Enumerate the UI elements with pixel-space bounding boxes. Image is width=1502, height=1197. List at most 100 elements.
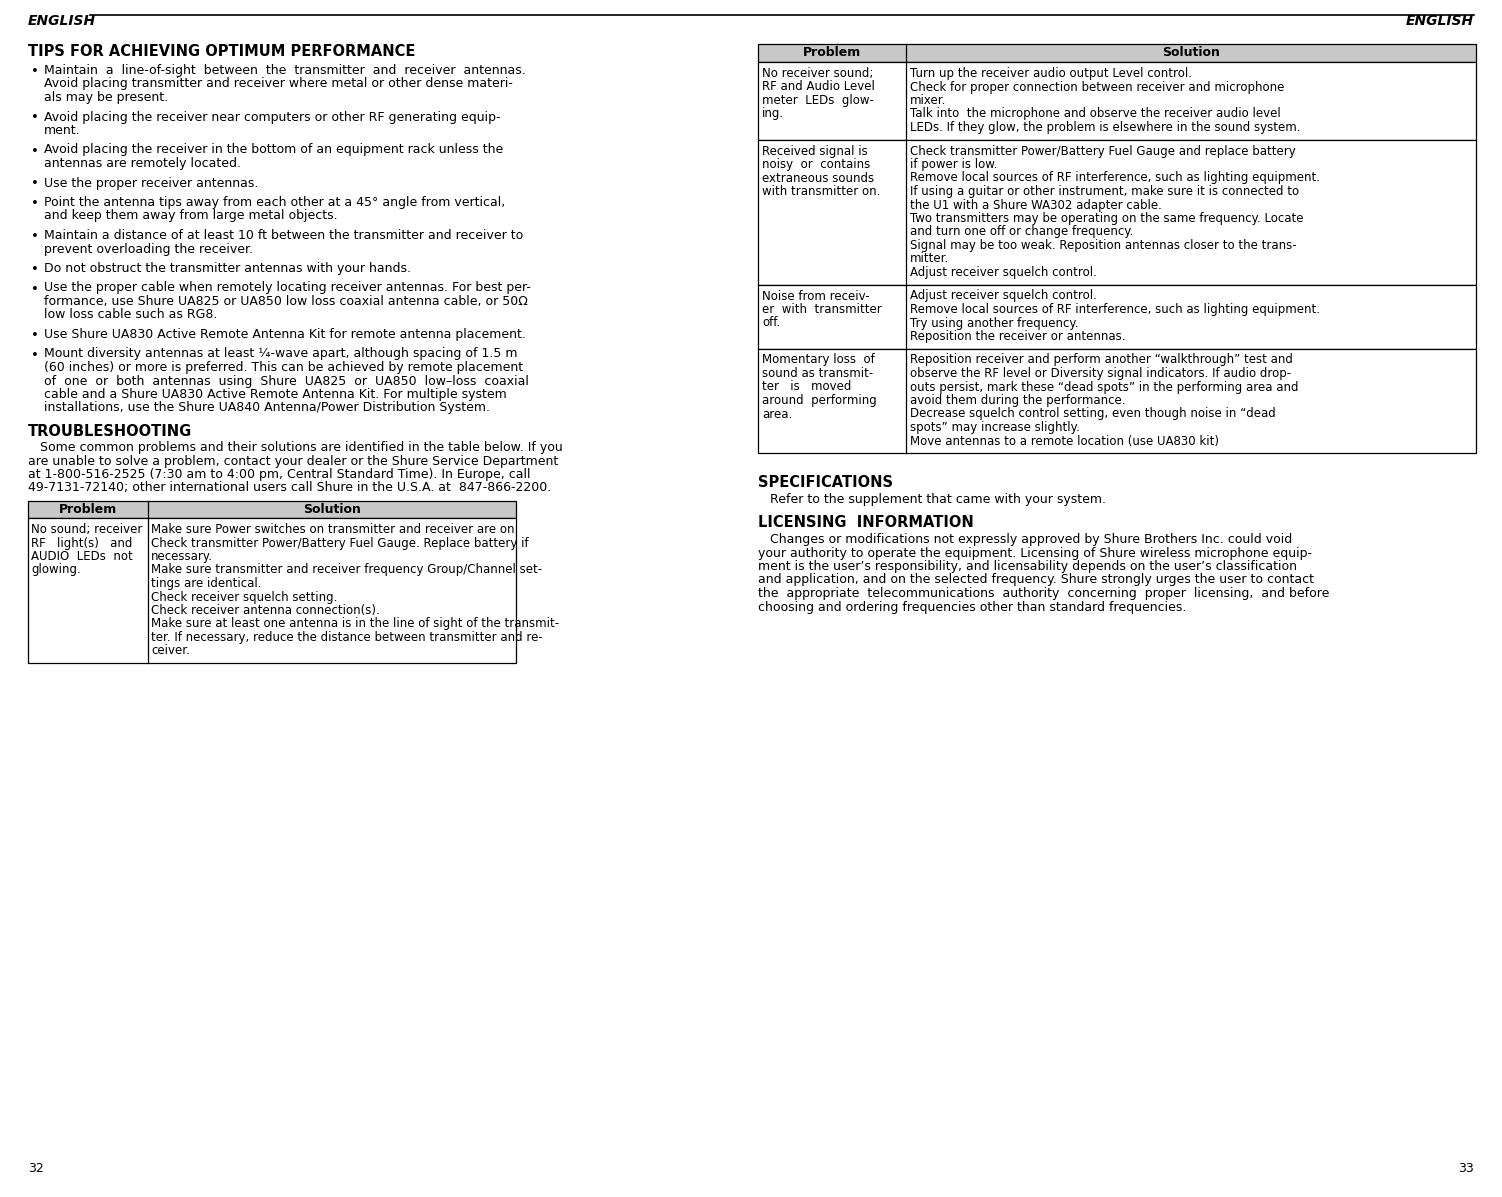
Text: necessary.: necessary. [152,549,213,563]
Text: If using a guitar or other instrument, make sure it is connected to: If using a guitar or other instrument, m… [910,186,1299,198]
Text: Use the proper receiver antennas.: Use the proper receiver antennas. [44,176,258,189]
Text: if power is low.: if power is low. [910,158,997,171]
Text: Some common problems and their solutions are identified in the table below. If y: Some common problems and their solutions… [29,440,563,454]
Text: and keep them away from large metal objects.: and keep them away from large metal obje… [44,209,338,223]
Text: Turn up the receiver audio output Level control.: Turn up the receiver audio output Level … [910,67,1193,80]
Text: •: • [32,348,39,361]
Text: Do not obstruct the transmitter antennas with your hands.: Do not obstruct the transmitter antennas… [44,262,412,275]
Text: •: • [32,329,39,342]
Text: low loss cable such as RG8.: low loss cable such as RG8. [44,309,218,322]
Text: Check transmitter Power/Battery Fuel Gauge. Replace battery if: Check transmitter Power/Battery Fuel Gau… [152,536,529,549]
Text: Maintain  a  line-of-sight  between  the  transmitter  and  receiver  antennas.: Maintain a line-of-sight between the tra… [44,63,526,77]
Text: •: • [32,65,39,78]
Text: of  one  or  both  antennas  using  Shure  UA825  or  UA850  low–loss  coaxial: of one or both antennas using Shure UA82… [44,375,529,388]
Text: sound as transmit-: sound as transmit- [762,367,873,379]
Text: Adjust receiver squelch control.: Adjust receiver squelch control. [910,290,1096,303]
Text: with transmitter on.: with transmitter on. [762,186,880,198]
Text: Try using another frequency.: Try using another frequency. [910,316,1078,329]
Text: choosing and ordering frequencies other than standard frequencies.: choosing and ordering frequencies other … [759,601,1187,614]
Text: No receiver sound;: No receiver sound; [762,67,873,80]
Text: LICENSING  INFORMATION: LICENSING INFORMATION [759,515,973,530]
Text: Avoid placing the receiver in the bottom of an equipment rack unless the: Avoid placing the receiver in the bottom… [44,144,503,157]
Text: •: • [32,177,39,190]
Text: area.: area. [762,407,792,420]
Bar [759,62,1476,140]
Text: Reposition receiver and perform another “walkthrough” test and: Reposition receiver and perform another … [910,353,1293,366]
Text: Maintain a distance of at least 10 ft between the transmitter and receiver to: Maintain a distance of at least 10 ft be… [44,229,523,242]
Text: Adjust receiver squelch control.: Adjust receiver squelch control. [910,266,1096,279]
Text: Momentary loss  of: Momentary loss of [762,353,874,366]
Text: Two transmitters may be operating on the same frequency. Locate: Two transmitters may be operating on the… [910,212,1304,225]
Text: Point the antenna tips away from each other at a 45° angle from vertical,: Point the antenna tips away from each ot… [44,196,505,209]
Text: Check receiver antenna connection(s).: Check receiver antenna connection(s). [152,604,380,616]
Text: Problem: Problem [59,503,117,516]
Text: off.: off. [762,316,780,329]
Text: antennas are remotely located.: antennas are remotely located. [44,157,240,170]
Text: spots” may increase slightly.: spots” may increase slightly. [910,421,1080,435]
Bar [29,518,517,663]
Text: ENGLISH: ENGLISH [29,14,96,28]
Text: meter  LEDs  glow-: meter LEDs glow- [762,95,874,107]
Text: Refer to the supplement that came with your system.: Refer to the supplement that came with y… [759,493,1105,506]
Text: Avoid placing the receiver near computers or other RF generating equip-: Avoid placing the receiver near computer… [44,110,500,123]
Text: and application, and on the selected frequency. Shure strongly urges the user to: and application, and on the selected fre… [759,573,1314,587]
Text: ter   is   moved: ter is moved [762,381,852,394]
Text: RF   light(s)   and: RF light(s) and [32,536,132,549]
Text: er  with  transmitter: er with transmitter [762,303,882,316]
Bar [759,44,1476,62]
Text: Solution: Solution [303,503,360,516]
Text: around  performing: around performing [762,394,877,407]
Text: prevent overloading the receiver.: prevent overloading the receiver. [44,243,252,255]
Text: at 1-800-516-2525 (7:30 am to 4:00 pm, Central Standard Time). In Europe, call: at 1-800-516-2525 (7:30 am to 4:00 pm, C… [29,468,530,481]
Text: 33: 33 [1458,1162,1473,1175]
Text: outs persist, mark these “dead spots” in the performing area and: outs persist, mark these “dead spots” in… [910,381,1299,394]
Text: ENGLISH: ENGLISH [1406,14,1473,28]
Text: RF and Audio Level: RF and Audio Level [762,80,874,93]
Text: Signal may be too weak. Reposition antennas closer to the trans-: Signal may be too weak. Reposition anten… [910,239,1296,253]
Text: Decrease squelch control setting, even though noise in “dead: Decrease squelch control setting, even t… [910,407,1275,420]
Text: SPECIFICATIONS: SPECIFICATIONS [759,475,894,490]
Text: noisy  or  contains: noisy or contains [762,158,870,171]
Text: Check receiver squelch setting.: Check receiver squelch setting. [152,590,338,603]
Text: 32: 32 [29,1162,44,1175]
Text: No sound; receiver: No sound; receiver [32,523,143,536]
Text: mitter.: mitter. [910,253,949,266]
Text: Problem: Problem [804,47,861,60]
Text: als may be present.: als may be present. [44,91,168,104]
Text: LEDs. If they glow, the problem is elsewhere in the sound system.: LEDs. If they glow, the problem is elsew… [910,121,1301,134]
Text: Check transmitter Power/Battery Fuel Gauge and replace battery: Check transmitter Power/Battery Fuel Gau… [910,145,1296,158]
Text: Make sure Power switches on transmitter and receiver are on.: Make sure Power switches on transmitter … [152,523,518,536]
Text: mixer.: mixer. [910,95,946,107]
Text: AUDIO  LEDs  not: AUDIO LEDs not [32,549,132,563]
Text: installations, use the Shure UA840 Antenna/Power Distribution System.: installations, use the Shure UA840 Anten… [44,401,490,414]
Text: Remove local sources of RF interference, such as lighting equipment.: Remove local sources of RF interference,… [910,171,1320,184]
Text: extraneous sounds: extraneous sounds [762,171,874,184]
Bar [29,502,517,518]
Text: •: • [32,230,39,243]
Text: •: • [32,282,39,296]
Text: and turn one off or change frequency.: and turn one off or change frequency. [910,225,1134,238]
Bar [759,140,1476,285]
Text: Check for proper connection between receiver and microphone: Check for proper connection between rece… [910,80,1284,93]
Text: the  appropriate  telecommunications  authority  concerning  proper  licensing, : the appropriate telecommunications autho… [759,587,1329,600]
Text: Use Shure UA830 Active Remote Antenna Kit for remote antenna placement.: Use Shure UA830 Active Remote Antenna Ki… [44,328,526,341]
Text: Use the proper cable when remotely locating receiver antennas. For best per-: Use the proper cable when remotely locat… [44,281,530,294]
Text: ment is the user’s responsibility, and licensability depends on the user’s class: ment is the user’s responsibility, and l… [759,560,1298,573]
Text: Make sure transmitter and receiver frequency Group/Channel set-: Make sure transmitter and receiver frequ… [152,564,542,577]
Text: Solution: Solution [1163,47,1220,60]
Bar [759,285,1476,348]
Text: glowing.: glowing. [32,564,81,577]
Text: Changes or modifications not expressly approved by Shure Brothers Inc. could voi: Changes or modifications not expressly a… [759,533,1292,546]
Text: the U1 with a Shure WA302 adapter cable.: the U1 with a Shure WA302 adapter cable. [910,199,1163,212]
Text: •: • [32,145,39,158]
Text: your authority to operate the equipment. Licensing of Shure wireless microphone : your authority to operate the equipment.… [759,547,1313,559]
Text: Mount diversity antennas at least ¼-wave apart, although spacing of 1.5 m: Mount diversity antennas at least ¼-wave… [44,347,518,360]
Text: TIPS FOR ACHIEVING OPTIMUM PERFORMANCE: TIPS FOR ACHIEVING OPTIMUM PERFORMANCE [29,44,416,59]
Text: TROUBLESHOOTING: TROUBLESHOOTING [29,424,192,439]
Text: Talk into  the microphone and observe the receiver audio level: Talk into the microphone and observe the… [910,108,1281,121]
Text: ment.: ment. [44,124,81,136]
Text: Reposition the receiver or antennas.: Reposition the receiver or antennas. [910,330,1125,344]
Bar [759,348,1476,452]
Text: tings are identical.: tings are identical. [152,577,261,590]
Text: Noise from receiv-: Noise from receiv- [762,290,870,303]
